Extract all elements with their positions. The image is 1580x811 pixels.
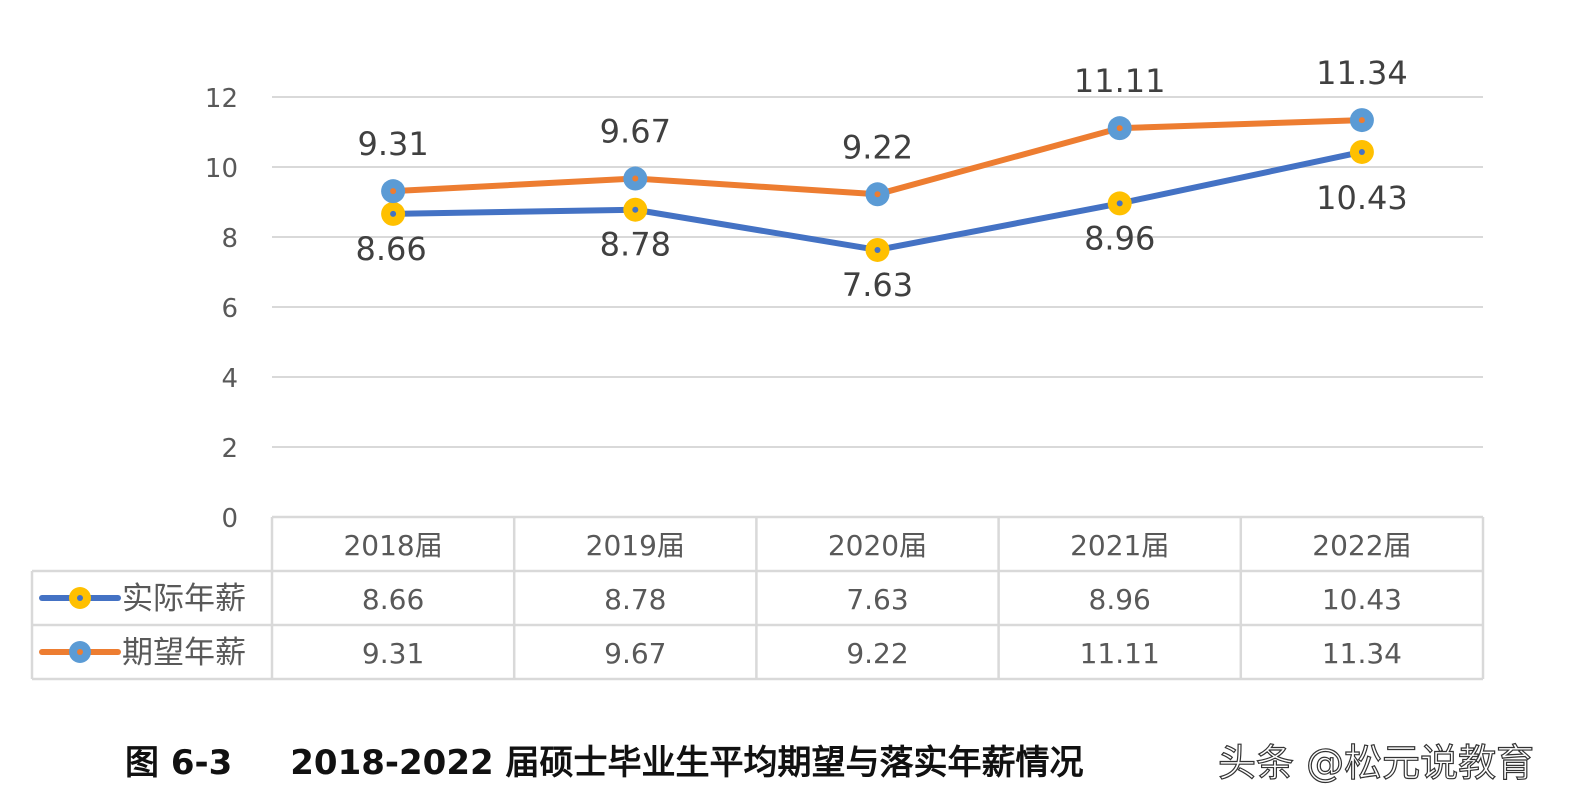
table-cell-value: 8.96 (1089, 583, 1151, 616)
data-point-dot (632, 206, 639, 213)
table-cell-value: 11.34 (1322, 637, 1402, 670)
y-tick-label: 0 (221, 504, 238, 534)
y-tick-label: 8 (221, 224, 238, 254)
series-markers (381, 108, 1374, 262)
table-cell-value: 9.31 (362, 637, 424, 670)
data-point-dot (390, 188, 397, 195)
legend-marker-dot (77, 595, 83, 601)
data-label: 11.34 (1316, 54, 1408, 92)
y-tick-label: 4 (221, 364, 238, 394)
figure-number: 图 6-3 (125, 743, 233, 783)
data-label: 9.22 (842, 128, 913, 166)
data-label: 8.66 (355, 230, 426, 268)
data-point-dot (1358, 117, 1365, 124)
data-point-dot (390, 210, 397, 217)
legend-series-name: 期望年薪 (122, 635, 246, 671)
table-cell-value: 11.11 (1080, 637, 1160, 670)
x-category-label: 2022届 (1312, 529, 1411, 562)
y-tick-label: 2 (221, 434, 238, 464)
table-cell-value: 7.63 (846, 583, 908, 616)
data-point-dot (632, 175, 639, 182)
data-point-dot (1358, 148, 1365, 155)
table-cell-value: 8.78 (604, 583, 666, 616)
data-label: 9.31 (357, 125, 428, 163)
data-label: 9.67 (600, 113, 671, 151)
x-category-label: 2018届 (343, 529, 442, 562)
data-label: 11.11 (1074, 62, 1166, 100)
x-category-label: 2019届 (586, 529, 685, 562)
data-label: 7.63 (842, 266, 913, 304)
watermark-text: 头条 @松元说教育 (1217, 740, 1535, 785)
y-axis-ticks: 0 2 4 6 8 10 12 (205, 84, 238, 534)
legend-marker-dot (77, 649, 83, 655)
y-tick-label: 10 (205, 154, 238, 184)
data-label: 10.43 (1316, 179, 1408, 217)
data-point-dot (874, 191, 881, 198)
legend-series-name: 实际年薪 (122, 581, 246, 617)
y-tick-label: 6 (221, 294, 238, 324)
data-label: 8.78 (600, 226, 671, 264)
table-cell-value: 9.67 (604, 637, 666, 670)
data-point-dot (874, 246, 881, 253)
data-labels: 8.66 8.78 7.63 8.96 10.43 9.31 9.67 9.22 11.11 11… (355, 54, 1407, 304)
x-category-label: 2021届 (1070, 529, 1169, 562)
table-cell-value: 8.66 (362, 583, 424, 616)
data-point-dot (1116, 200, 1123, 207)
data-label: 8.96 (1084, 219, 1155, 257)
gridlines (272, 96, 1483, 448)
table-cell-value: 9.22 (846, 637, 908, 670)
data-point-dot (1116, 125, 1123, 132)
table-cell-value: 10.43 (1322, 583, 1402, 616)
figure-title: 2018-2022 届硕士毕业生平均期望与落实年薪情况 (290, 743, 1084, 783)
x-category-label: 2020届 (828, 529, 927, 562)
figure-caption: 图 6-3 2018-2022 届硕士毕业生平均期望与落实年薪情况 (125, 735, 1083, 784)
y-tick-label: 12 (205, 84, 238, 114)
